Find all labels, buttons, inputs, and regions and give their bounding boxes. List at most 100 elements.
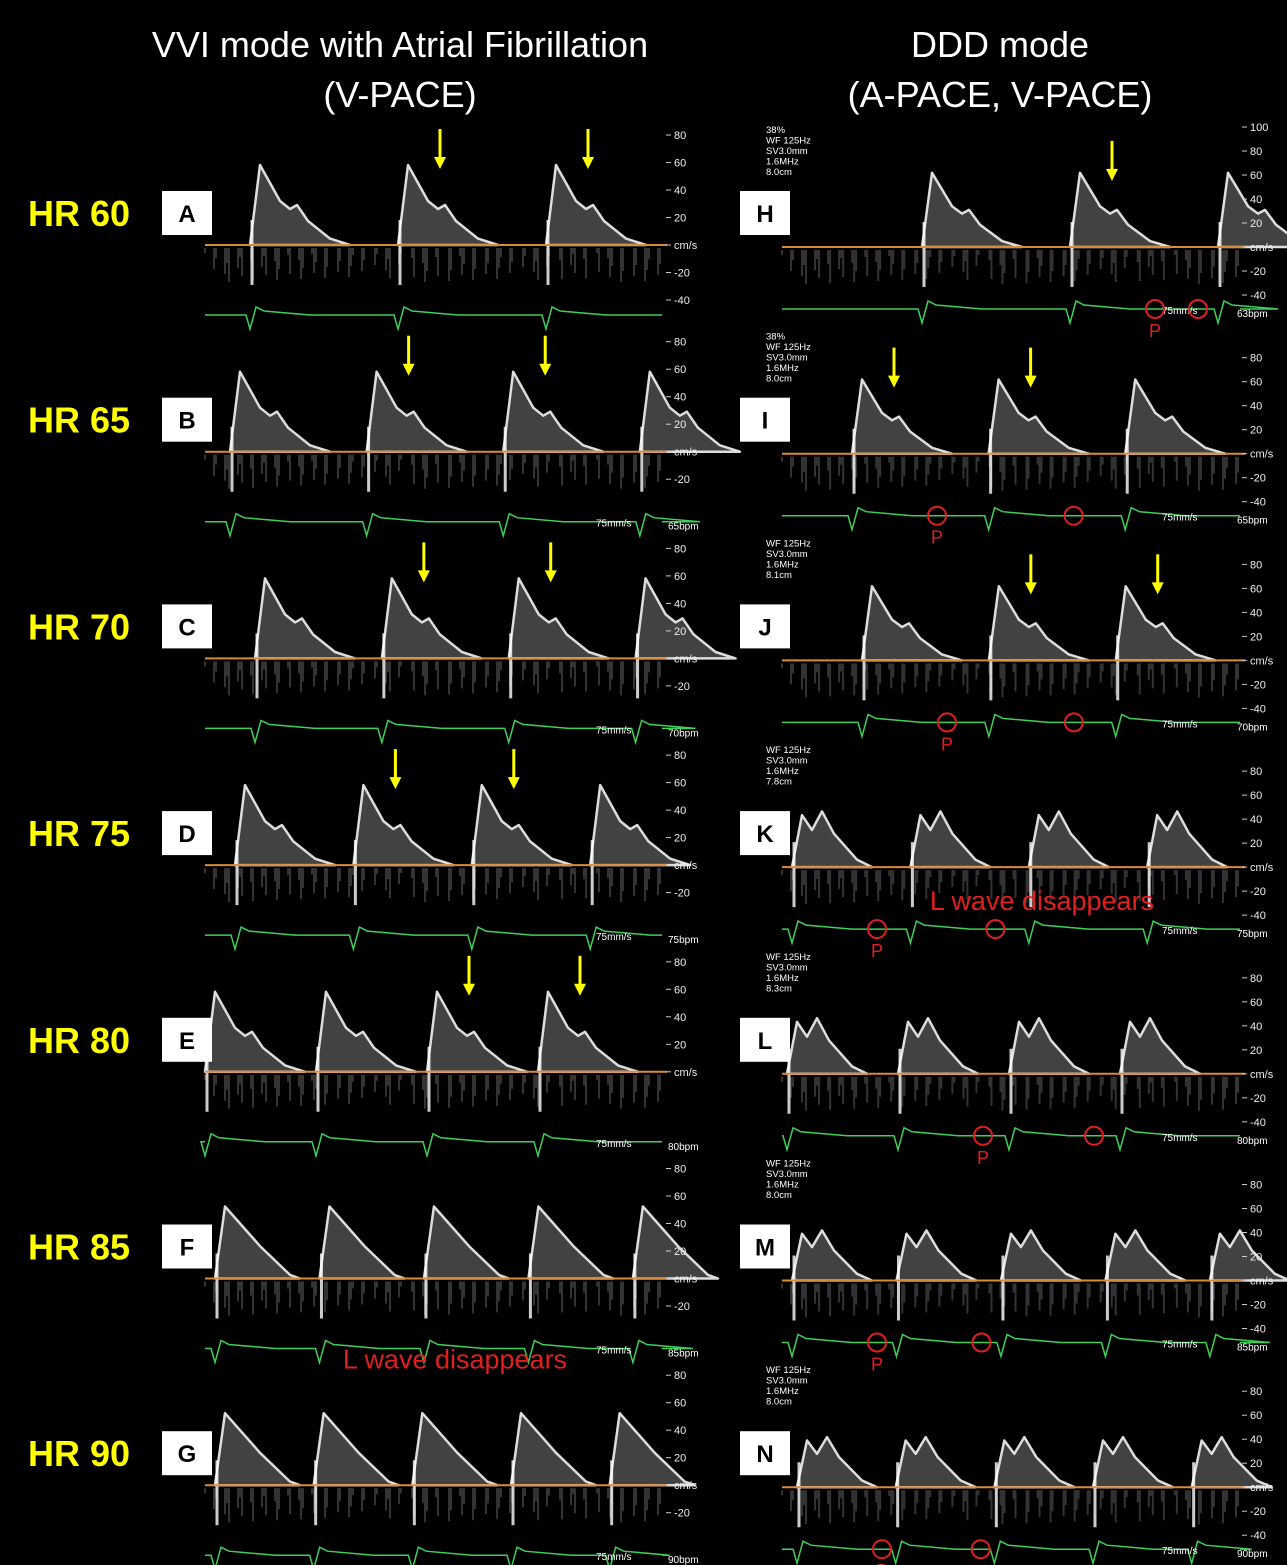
- tick-label: cm/s: [1250, 862, 1274, 874]
- tick-label: 40: [1250, 194, 1262, 206]
- tick-label: cm/s: [674, 1067, 698, 1079]
- heart-rate: 75bpm: [668, 935, 699, 946]
- tick-label: -20: [674, 1508, 690, 1520]
- device-setting: 38%: [766, 125, 786, 136]
- row-label: HR 65: [28, 400, 130, 441]
- tick-label: -40: [1250, 1530, 1266, 1542]
- panel-letter: I: [762, 408, 769, 435]
- panel-letter: E: [179, 1028, 195, 1055]
- tick-label: 60: [1250, 170, 1262, 182]
- right-header-line2: (A-PACE, V-PACE): [848, 74, 1153, 115]
- tick-label: 20: [674, 1246, 686, 1258]
- tick-label: 80: [1250, 353, 1262, 365]
- left-header-line2: (V-PACE): [323, 74, 476, 115]
- tick-label: 20: [674, 1039, 686, 1051]
- p-wave-label: P: [977, 1148, 989, 1168]
- p-wave-label: P: [871, 1355, 883, 1375]
- tick-label: 60: [1250, 790, 1262, 802]
- device-setting: SV3.0mm: [766, 1169, 808, 1180]
- row-label: HR 90: [28, 1433, 130, 1474]
- tick-label: 60: [674, 778, 686, 790]
- sweep-speed: 75mm/s: [596, 1552, 632, 1563]
- panel-letter: A: [178, 201, 195, 228]
- panel-letter: B: [178, 408, 195, 435]
- tick-label: 20: [1250, 838, 1262, 850]
- tick-label: 20: [1250, 631, 1262, 643]
- tick-label: 20: [674, 419, 686, 431]
- tick-label: 40: [674, 1012, 686, 1024]
- tick-label: 80: [1250, 1386, 1262, 1398]
- sweep-speed: 75mm/s: [1162, 513, 1198, 524]
- tick-label: -20: [674, 888, 690, 900]
- tick-label: 40: [674, 1219, 686, 1231]
- row-label: HR 75: [28, 813, 130, 854]
- tick-label: 40: [674, 185, 686, 197]
- tick-label: cm/s: [1250, 1276, 1274, 1288]
- device-setting: 1.6MHz: [766, 559, 799, 570]
- heart-rate: 65bpm: [668, 522, 699, 533]
- tick-label: 20: [674, 626, 686, 638]
- tick-label: 60: [1250, 1410, 1262, 1422]
- tick-label: cm/s: [674, 860, 698, 872]
- row-label: HR 85: [28, 1227, 130, 1268]
- heart-rate: 70bpm: [1237, 722, 1268, 733]
- heart-rate: 75bpm: [1237, 929, 1268, 940]
- tick-label: -40: [1250, 1117, 1266, 1129]
- device-setting: SV3.0mm: [766, 756, 808, 767]
- tick-label: -20: [1250, 266, 1266, 278]
- tick-label: -20: [1250, 1506, 1266, 1518]
- device-setting: 1.6MHz: [766, 766, 799, 777]
- tick-label: 20: [674, 1453, 686, 1465]
- tick-label: 40: [674, 805, 686, 817]
- panel-letter: D: [178, 821, 195, 848]
- tick-label: 100: [1250, 122, 1268, 134]
- heart-rate: 90bpm: [1237, 1549, 1268, 1560]
- tick-label: 80: [1250, 1180, 1262, 1192]
- tick-label: 20: [1250, 218, 1262, 230]
- panel-letter: K: [756, 821, 774, 848]
- tick-label: -20: [1250, 886, 1266, 898]
- tick-label: 60: [674, 1191, 686, 1203]
- tick-label: cm/s: [674, 1274, 698, 1286]
- sweep-speed: 75mm/s: [1162, 1546, 1198, 1557]
- sweep-speed: 75mm/s: [1162, 1340, 1198, 1351]
- annotation: L wave disappears: [343, 1345, 567, 1375]
- tick-label: -20: [1250, 473, 1266, 485]
- heart-rate: 70bpm: [668, 728, 699, 739]
- tick-label: -40: [1250, 1324, 1266, 1336]
- device-setting: 1.6MHz: [766, 1180, 799, 1191]
- p-wave-label: P: [871, 941, 883, 961]
- panel-letter: C: [178, 614, 195, 641]
- tick-label: 80: [674, 957, 686, 969]
- device-setting: 38%: [766, 332, 786, 343]
- device-setting: WF 125Hz: [766, 136, 811, 147]
- sweep-speed: 75mm/s: [1162, 926, 1198, 937]
- tick-label: 80: [1250, 973, 1262, 985]
- sweep-speed: 75mm/s: [596, 1346, 632, 1357]
- tick-label: cm/s: [674, 653, 698, 665]
- tick-label: 40: [674, 1425, 686, 1437]
- p-wave-label: P: [941, 734, 953, 754]
- panel-letter: J: [758, 614, 771, 641]
- tick-label: cm/s: [674, 447, 698, 459]
- device-setting: 1.6MHz: [766, 363, 799, 374]
- tick-label: cm/s: [1250, 1482, 1274, 1494]
- heart-rate: 85bpm: [668, 1349, 699, 1360]
- device-setting: WF 125Hz: [766, 342, 811, 353]
- p-wave-label: P: [876, 1561, 888, 1565]
- device-setting: 1.6MHz: [766, 1386, 799, 1397]
- tick-label: -40: [1250, 703, 1266, 715]
- tick-label: 80: [1250, 559, 1262, 571]
- row-label: HR 60: [28, 193, 130, 234]
- tick-label: -20: [1250, 1093, 1266, 1105]
- device-setting: 8.3cm: [766, 983, 792, 994]
- heart-rate: 80bpm: [668, 1142, 699, 1153]
- device-setting: WF 125Hz: [766, 538, 811, 549]
- tick-label: 80: [674, 337, 686, 349]
- tick-label: 80: [674, 1164, 686, 1176]
- device-setting: WF 125Hz: [766, 745, 811, 756]
- tick-label: 80: [674, 543, 686, 555]
- tick-label: 80: [1250, 766, 1262, 778]
- device-setting: 1.6MHz: [766, 973, 799, 984]
- tick-label: 60: [674, 571, 686, 583]
